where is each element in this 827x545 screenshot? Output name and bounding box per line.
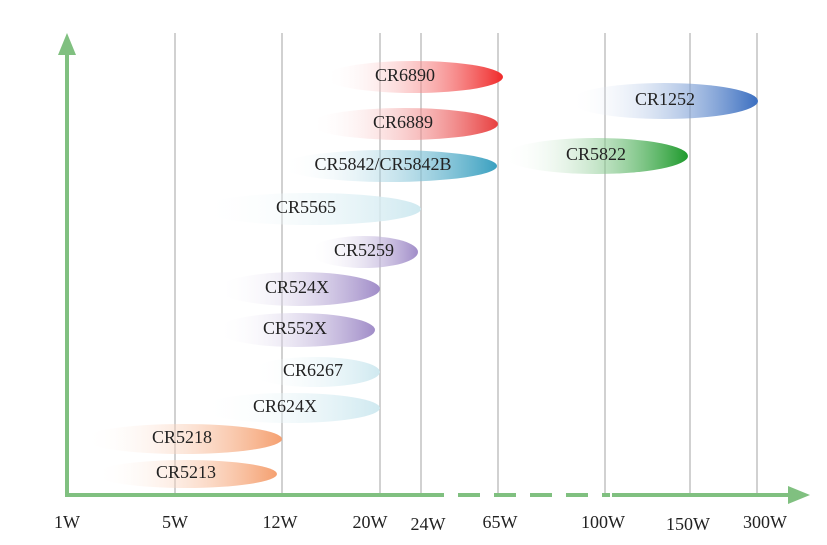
axis-label: 65W — [483, 512, 518, 532]
range-ellipse — [325, 61, 503, 93]
range-ellipse — [310, 108, 498, 140]
range-ellipse — [310, 236, 418, 268]
item-label: CR524X — [265, 277, 329, 297]
item-label: CR6889 — [373, 112, 433, 132]
axes — [58, 33, 810, 504]
range-ellipse — [95, 460, 277, 488]
range-ellipse — [250, 357, 380, 387]
range-ellipse — [281, 150, 497, 182]
axis-label: 20W — [353, 512, 388, 532]
range-ellipse — [200, 393, 380, 423]
axis-label: 300W — [743, 512, 787, 532]
range-ellipse — [217, 313, 375, 347]
x-axis-arrow — [788, 486, 810, 504]
axis-label: 1W — [54, 512, 80, 532]
item-label: CR1252 — [635, 89, 695, 109]
range-ellipse — [84, 424, 282, 454]
axis-label: 5W — [162, 512, 188, 532]
item-label: CR624X — [253, 396, 317, 416]
y-axis-arrow — [58, 33, 76, 55]
item-label: CR5259 — [334, 240, 394, 260]
ranges: CR6890 CR6889 CR5842/CR5842B CR5565 CR52… — [84, 61, 758, 488]
range-ellipse — [218, 272, 380, 306]
range-ellipse — [570, 83, 758, 119]
range-ellipse — [504, 138, 688, 174]
item-label: CR5213 — [156, 462, 216, 482]
item-label: CR5565 — [276, 197, 336, 217]
item-label: CR5218 — [152, 427, 212, 447]
item-label: CR5822 — [566, 144, 626, 164]
axis-label: 12W — [263, 512, 298, 532]
item-label: CR552X — [263, 318, 327, 338]
axis-label: 150W — [666, 514, 710, 534]
item-label: CR6890 — [375, 65, 435, 85]
axis-label: 24W — [411, 514, 446, 534]
axis-labels: 1W 5W 12W 20W 24W 65W 100W 150W 300W — [54, 512, 787, 534]
axis-label: 100W — [581, 512, 625, 532]
item-label: CR6267 — [283, 360, 343, 380]
item-label: CR5842/CR5842B — [314, 154, 451, 174]
range-ellipse — [199, 193, 421, 225]
